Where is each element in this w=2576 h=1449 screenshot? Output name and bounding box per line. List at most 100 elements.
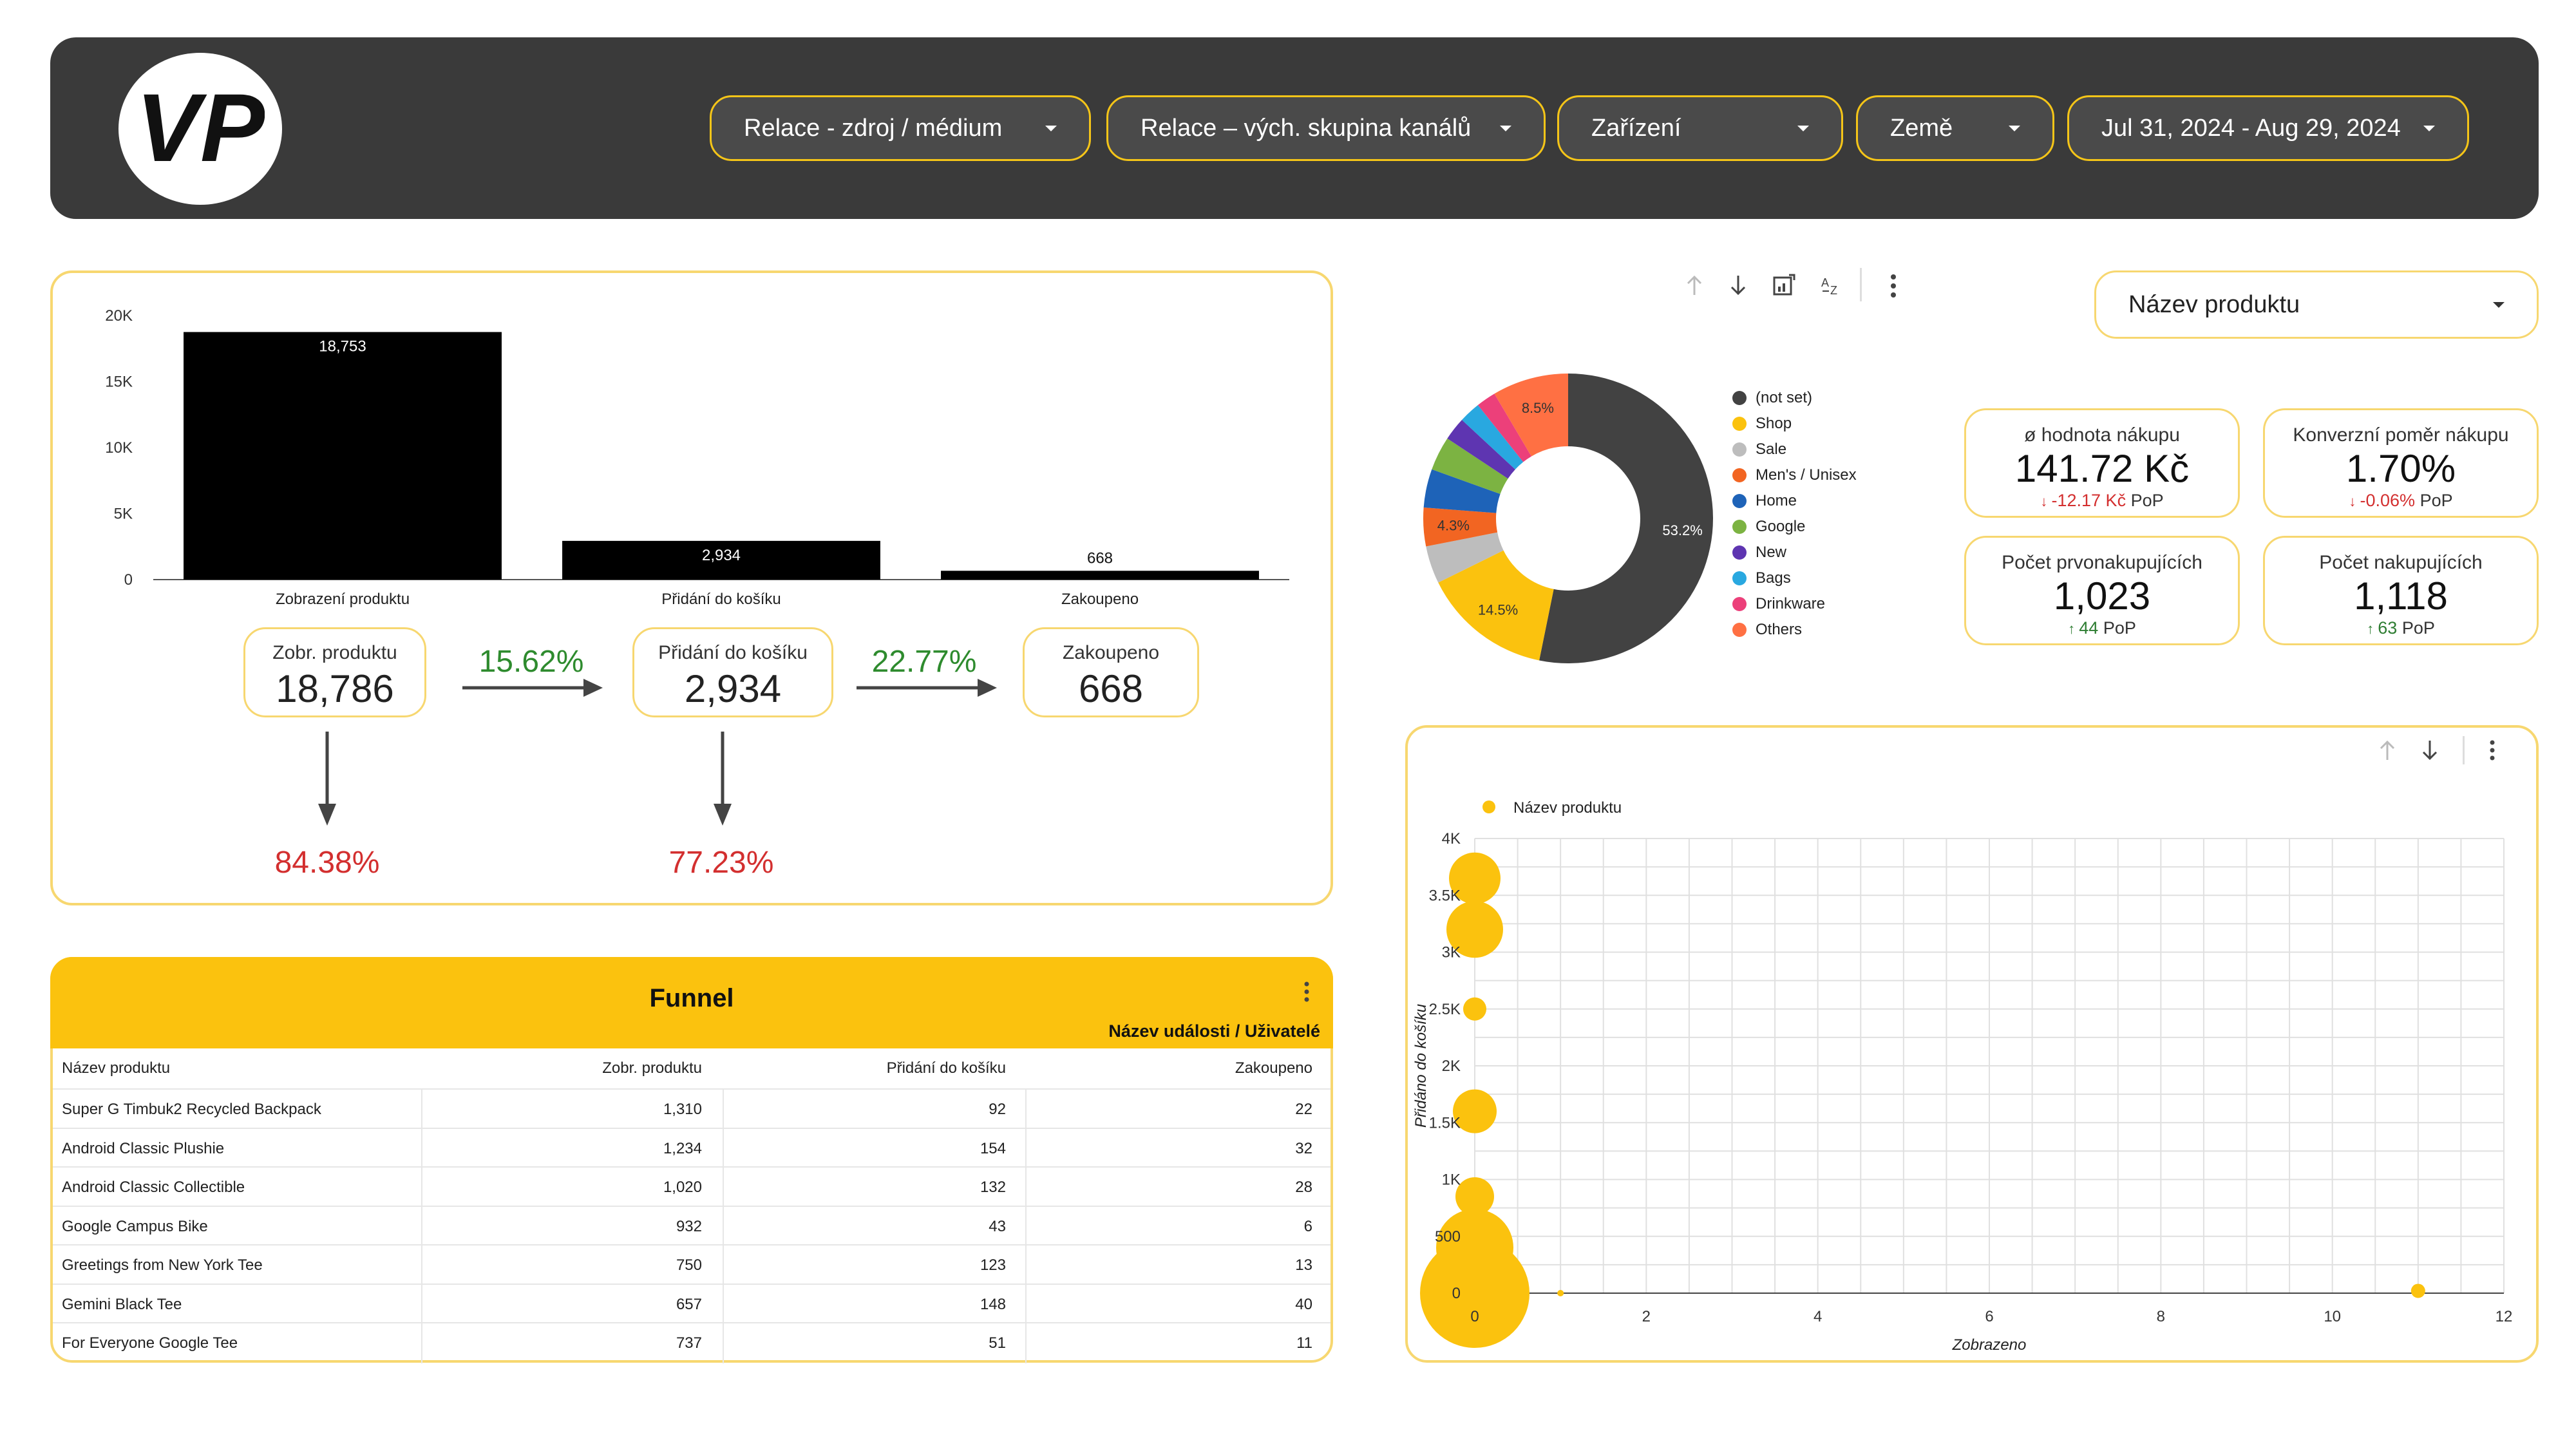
bubble-point[interactable] — [2410, 1283, 2425, 1298]
column-separator — [723, 1284, 724, 1325]
filter-label: Jul 31, 2024 - Aug 29, 2024 — [2101, 114, 2401, 142]
donut-slice[interactable] — [1539, 374, 1714, 663]
donut-slice[interactable] — [1423, 469, 1501, 513]
column-separator — [421, 1128, 422, 1169]
table-cell: 737 — [676, 1334, 702, 1352]
legend-item[interactable]: Home — [1732, 488, 1900, 514]
svg-text:A: A — [1821, 276, 1829, 289]
step-views-pill: Zobr. produktu 18,786 — [243, 627, 426, 717]
bubble-point[interactable] — [1446, 901, 1503, 958]
x-tick-label: 12 — [2496, 1308, 2513, 1325]
arrow-down-icon[interactable] — [2420, 739, 2439, 761]
more-icon[interactable] — [1887, 272, 1900, 300]
bar[interactable] — [562, 540, 880, 580]
kpi-delta: ↑ 63 PoP — [2265, 618, 2537, 638]
bar[interactable] — [184, 332, 502, 580]
x-category-label: Zobrazení produktu — [276, 591, 410, 608]
donut-slice[interactable] — [1447, 420, 1515, 479]
legend-swatch — [1732, 597, 1747, 611]
column-header[interactable]: Název produktu — [62, 1059, 171, 1077]
table-row[interactable]: Gemini Black Tee 657 148 40 — [53, 1283, 1331, 1325]
arrow-up-icon[interactable] — [2378, 739, 2397, 761]
filter-channel-group[interactable]: Relace – vých. skupina kanálů — [1106, 95, 1546, 161]
table-cell: 40 — [1295, 1295, 1312, 1313]
column-header[interactable]: Zakoupeno — [1235, 1059, 1312, 1077]
arrow-down-icon[interactable] — [1728, 274, 1748, 296]
table-row[interactable]: Android Classic Collectible 1,020 132 28 — [53, 1166, 1331, 1208]
table-cell: Android Classic Collectible — [62, 1179, 245, 1196]
table-cell: Greetings from New York Tee — [62, 1256, 263, 1274]
y-tick-label: 10K — [105, 439, 133, 457]
y-tick-label: 0 — [1452, 1285, 1461, 1302]
donut-slice[interactable] — [1426, 532, 1504, 583]
product-name-dropdown[interactable]: Název produktu — [2094, 270, 2539, 339]
bubble-point[interactable] — [1453, 1089, 1497, 1133]
logo: VP — [118, 53, 282, 205]
donut-slice[interactable] — [1462, 404, 1524, 469]
donut-slice[interactable] — [1423, 507, 1498, 547]
donut-slice[interactable] — [1494, 374, 1568, 457]
kpi-delta: ↑ 44 PoP — [1966, 618, 2238, 638]
bubble-point[interactable] — [1449, 852, 1501, 904]
legend-item[interactable]: Others — [1732, 617, 1900, 643]
table-row[interactable]: Google Campus Bike 932 43 6 — [53, 1205, 1331, 1247]
kpi-delta-value: 44 — [2079, 618, 2099, 638]
column-header[interactable]: Přidání do košíku — [886, 1059, 1006, 1077]
filter-device[interactable]: Zařízení — [1557, 95, 1843, 161]
table-row[interactable]: For Everyone Google Tee 737 51 11 — [53, 1322, 1331, 1363]
x-category-label: Přidání do košíku — [661, 591, 781, 608]
logo-text: VP — [136, 84, 265, 174]
more-icon[interactable] — [2488, 737, 2497, 763]
bar[interactable] — [941, 571, 1259, 580]
donut-chart: 53.2% 14.5% 4.3% 8.5% — [1423, 374, 1714, 663]
sort-icon[interactable]: AZ — [1820, 274, 1843, 297]
kpi-value: 1,023 — [2053, 574, 2151, 618]
legend-item[interactable]: Shop — [1732, 411, 1900, 437]
table-header-row: Název produktu Zobr. produktu Přidání do k… — [53, 1048, 1331, 1088]
legend-item[interactable]: New — [1732, 540, 1900, 565]
donut-slice[interactable] — [1477, 393, 1531, 462]
legend-item[interactable]: Sale — [1732, 437, 1900, 462]
bubble-point[interactable] — [1557, 1290, 1564, 1296]
filter-source-medium[interactable]: Relace - zdroj / médium — [710, 95, 1091, 161]
step-bought-pill: Zakoupeno 668 — [1023, 627, 1199, 717]
column-header[interactable]: Zobr. produktu — [602, 1059, 702, 1077]
filter-label: Relace – vých. skupina kanálů — [1141, 114, 1472, 142]
legend-label: Drinkware — [1756, 595, 1826, 612]
filter-date-range[interactable]: Jul 31, 2024 - Aug 29, 2024 — [2067, 95, 2469, 161]
column-separator — [1025, 1090, 1027, 1130]
legend-item[interactable]: Google — [1732, 514, 1900, 540]
table-row[interactable]: Super G Timbuk2 Recycled Backpack 1,310 92… — [53, 1088, 1331, 1130]
y-tick-label: 20K — [105, 307, 133, 325]
legend-item[interactable]: Bags — [1732, 565, 1900, 591]
step-value: 2,934 — [684, 667, 782, 710]
table-cell: 92 — [989, 1101, 1006, 1118]
donut-slice[interactable] — [1438, 550, 1554, 661]
kpi-delta-suffix: PoP — [2098, 618, 2136, 638]
y-tick-label: 4K — [1442, 830, 1461, 848]
column-separator — [421, 1323, 422, 1363]
bubble-point[interactable] — [1463, 997, 1486, 1021]
filter-country[interactable]: Země — [1856, 95, 2054, 161]
drill-icon[interactable] — [1772, 274, 1795, 297]
legend-item[interactable]: Men's / Unisex — [1732, 462, 1900, 488]
table-cell: 154 — [980, 1139, 1006, 1157]
column-separator — [723, 1168, 724, 1208]
arrow-up-icon[interactable] — [1685, 274, 1704, 296]
column-separator — [421, 1168, 422, 1208]
dropdown-label: Název produktu — [2128, 290, 2300, 318]
table-row[interactable]: Greetings from New York Tee 750 123 13 — [53, 1244, 1331, 1285]
table-cell: Gemini Black Tee — [62, 1295, 182, 1313]
more-icon[interactable] — [1302, 980, 1311, 1006]
legend-item[interactable]: (not set) — [1732, 385, 1900, 411]
column-separator — [421, 1245, 422, 1285]
table-cell: 123 — [980, 1256, 1006, 1274]
bubble-point[interactable] — [1455, 1177, 1494, 1216]
table-row[interactable]: Android Classic Plushie 1,234 154 32 — [53, 1127, 1331, 1169]
bubble-point[interactable] — [1420, 1238, 1530, 1348]
kpi-card: ø hodnota nákupu 141.72 Kč ↓ -12.17 Kč PoP — [1964, 408, 2240, 518]
donut-slice[interactable] — [1432, 438, 1508, 495]
legend-item[interactable]: Drinkware — [1732, 591, 1900, 617]
funnel-title: Funnel — [649, 984, 734, 1012]
filter-label: Země — [1890, 114, 1953, 142]
